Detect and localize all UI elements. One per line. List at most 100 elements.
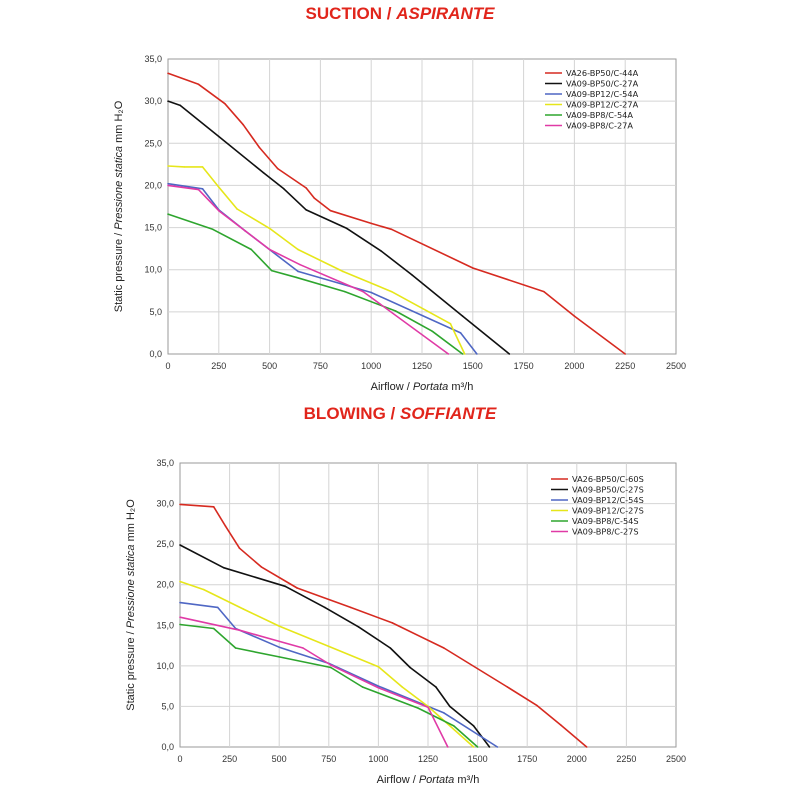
data-point xyxy=(476,746,479,748)
data-point xyxy=(390,228,393,231)
data-point xyxy=(389,647,392,649)
y-tick-label: 0,0 xyxy=(149,349,162,359)
data-point xyxy=(324,606,326,609)
data-point xyxy=(573,315,576,317)
y-tick-label: 30,0 xyxy=(156,499,174,509)
x-tick-label: 1750 xyxy=(517,754,537,764)
x-axis-title: Airflow / Portata m³/h xyxy=(377,774,480,786)
data-point xyxy=(449,322,452,325)
data-point xyxy=(179,104,181,107)
legend-label: VA26-BP50/C-44A xyxy=(566,68,639,78)
y-axis-title-main: Static pressure xyxy=(113,239,125,312)
data-point xyxy=(212,627,215,630)
y-tick-label: 25,0 xyxy=(156,539,174,549)
data-point xyxy=(585,746,588,748)
series-group xyxy=(167,165,466,355)
data-point xyxy=(390,290,393,293)
data-point xyxy=(472,725,475,727)
chart-title-italic: ASPIRANTE xyxy=(396,4,495,23)
data-point xyxy=(329,666,332,669)
data-point xyxy=(362,290,364,293)
y-tick-label: 30,0 xyxy=(144,96,162,106)
data-point xyxy=(299,263,301,266)
legend-label: VA09-BP50/C-27A xyxy=(566,79,639,89)
data-point xyxy=(179,544,181,546)
data-point xyxy=(218,209,220,212)
data-point xyxy=(179,616,181,618)
data-point xyxy=(443,712,445,714)
data-point xyxy=(305,209,307,211)
x-tick-label: 1500 xyxy=(468,754,488,764)
data-point xyxy=(447,746,449,748)
data-point xyxy=(305,187,307,189)
legend-label: VA09-BP50/C-27S xyxy=(572,485,644,495)
data-point xyxy=(179,623,181,626)
y-tick-label: 15,0 xyxy=(144,223,162,233)
series-line xyxy=(179,601,498,748)
data-point xyxy=(295,276,297,279)
data-point xyxy=(212,506,215,508)
series-group xyxy=(167,184,450,355)
series-line xyxy=(167,184,449,355)
data-point xyxy=(409,666,411,669)
data-point xyxy=(452,725,455,727)
data-point xyxy=(250,248,253,251)
data-point xyxy=(179,601,181,604)
blowing-chart-panel: BLOWING / SOFFIANTE 0 250 500 750 1000 1250 15… xyxy=(0,400,800,800)
data-point xyxy=(258,146,261,149)
series-group xyxy=(179,616,449,748)
x-axis-title-main: Airflow xyxy=(377,774,410,786)
data-point xyxy=(343,290,346,293)
legend-label: VA09-BP12/C-27A xyxy=(566,100,639,110)
y-tick-label: 10,0 xyxy=(144,265,162,275)
chart-title-main: BLOWING xyxy=(303,404,386,423)
y-axis-title-unit: mm H₂O xyxy=(125,499,137,545)
data-point xyxy=(297,248,299,251)
data-point xyxy=(302,647,304,649)
data-point xyxy=(508,353,511,355)
data-point xyxy=(218,135,220,138)
data-point xyxy=(447,353,450,355)
y-tick-label: 15,0 xyxy=(156,620,174,630)
legend-label: VA09-BP8/C-54A xyxy=(566,110,633,120)
data-point xyxy=(391,622,394,624)
x-tick-label: 1500 xyxy=(463,361,483,371)
y-tick-label: 25,0 xyxy=(144,138,162,148)
data-point xyxy=(346,227,348,230)
data-point xyxy=(167,165,169,167)
data-point xyxy=(427,706,429,709)
x-tick-label: 250 xyxy=(211,361,226,371)
data-point xyxy=(461,315,464,317)
x-tick-label: 500 xyxy=(272,754,287,764)
chart-title: BLOWING / SOFFIANTE xyxy=(0,404,800,424)
data-point xyxy=(461,353,464,355)
data-point xyxy=(234,647,237,649)
data-point xyxy=(506,686,509,688)
y-tick-label: 5,0 xyxy=(161,701,174,711)
chart-title-sep: / xyxy=(382,4,397,23)
data-point xyxy=(463,353,466,355)
x-axis-title-sep: / xyxy=(404,381,413,393)
data-point xyxy=(167,72,169,75)
data-point xyxy=(238,629,241,631)
x-tick-label: 2000 xyxy=(567,754,587,764)
data-point xyxy=(443,647,445,649)
data-point xyxy=(218,186,220,188)
suction-chart-panel: SUCTION / ASPIRANTE 0 250 500 750 1000 1250 15… xyxy=(113,4,686,393)
data-point xyxy=(543,290,545,293)
data-point xyxy=(201,166,204,168)
series-group xyxy=(167,213,464,355)
legend-label: VA26-BP50/C-60S xyxy=(572,474,644,484)
data-point xyxy=(488,746,491,748)
y-tick-label: 35,0 xyxy=(144,54,162,64)
data-point xyxy=(179,503,181,506)
chart-title-italic: SOFFIANTE xyxy=(399,404,497,423)
data-point xyxy=(329,664,332,666)
x-tick-label: 250 xyxy=(222,754,237,764)
data-point xyxy=(394,310,397,312)
x-tick-label: 1250 xyxy=(418,754,438,764)
x-tick-label: 2500 xyxy=(666,754,686,764)
data-point xyxy=(449,705,451,708)
data-point xyxy=(224,102,226,105)
